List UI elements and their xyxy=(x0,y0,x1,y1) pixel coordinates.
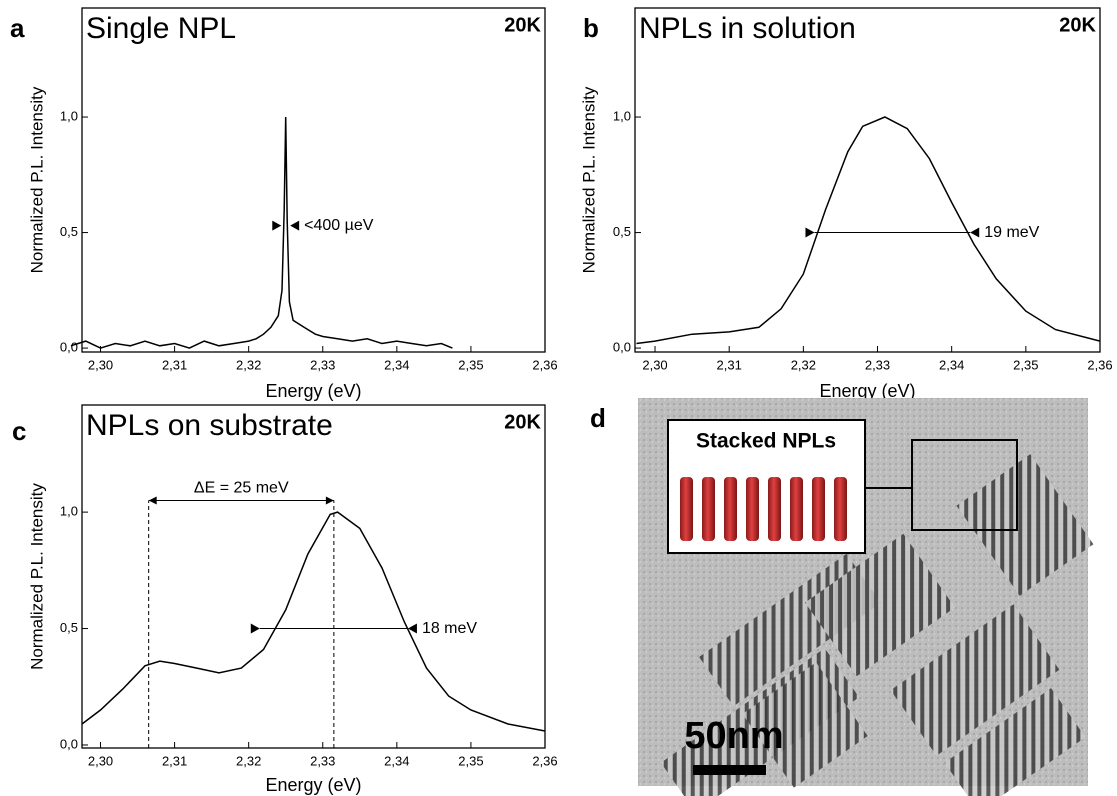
y-axis-label: Normalized P.L. Intensity xyxy=(579,86,598,273)
inset-title: Stacked NPLs xyxy=(696,430,836,453)
arrow-head xyxy=(290,220,300,231)
plot-frame xyxy=(634,7,1101,353)
spectrum-line xyxy=(81,511,546,732)
temperature-tag: 20K xyxy=(504,411,541,433)
x-tick-label: 2,30 xyxy=(88,753,113,768)
temperature-tag: 20K xyxy=(504,14,541,36)
platelet-rod xyxy=(834,477,847,541)
x-tick-label: 2,36 xyxy=(1087,357,1112,372)
stacked-platelets xyxy=(890,604,1060,756)
arrow-head xyxy=(407,623,417,634)
x-tick-label: 2,36 xyxy=(532,357,557,372)
panel-letter: a xyxy=(10,13,25,43)
y-tick-label: 0,0 xyxy=(613,340,631,355)
platelet-rod xyxy=(724,477,737,541)
x-tick-label: 2,33 xyxy=(310,753,335,768)
x-axis-label: Energy (eV) xyxy=(265,775,361,795)
stacked-platelets xyxy=(944,688,1086,796)
x-tick-label: 2,31 xyxy=(717,357,742,372)
panel-title: Single NPL xyxy=(86,12,236,45)
scale-bar xyxy=(693,765,766,775)
stacked-platelets xyxy=(805,533,955,677)
stacked-platelets xyxy=(956,454,1094,596)
panel-letter: b xyxy=(583,13,599,43)
micrograph: Stacked NPLs 50nm xyxy=(638,398,1094,796)
x-tick-label: 2,34 xyxy=(384,357,409,372)
y-axis-label: Normalized P.L. Intensity xyxy=(27,86,46,273)
y-tick-label: 0,5 xyxy=(613,224,631,239)
arrow-head xyxy=(250,623,260,634)
x-tick-label: 2,31 xyxy=(162,357,187,372)
x-axis-label: Energy (eV) xyxy=(265,381,361,401)
platelet-rod xyxy=(812,477,825,541)
x-tick-label: 2,32 xyxy=(791,357,816,372)
y-tick-label: 0,5 xyxy=(60,620,78,635)
spectrum-line xyxy=(70,116,453,349)
x-tick-label: 2,35 xyxy=(458,357,483,372)
y-axis-label: Normalized P.L. Intensity xyxy=(27,483,46,670)
x-tick-label: 2,30 xyxy=(88,357,113,372)
platelet-rod xyxy=(746,477,759,541)
arrow-head xyxy=(970,227,980,238)
temperature-tag: 20K xyxy=(1059,14,1096,36)
x-axis-label: Energy (eV) xyxy=(819,381,915,401)
x-tick-label: 2,33 xyxy=(310,357,335,372)
plot-frame xyxy=(81,404,546,749)
inset-box xyxy=(667,419,866,554)
y-tick-label: 1,0 xyxy=(60,108,78,123)
x-tick-label: 2,36 xyxy=(532,753,557,768)
panel-letter: c xyxy=(12,416,26,446)
x-tick-label: 2,30 xyxy=(642,357,667,372)
arrow-head xyxy=(272,220,282,231)
x-tick-label: 2,31 xyxy=(162,753,187,768)
x-tick-label: 2,34 xyxy=(939,357,964,372)
x-tick-label: 2,35 xyxy=(458,753,483,768)
arrow-head xyxy=(148,496,157,505)
annotation-label: 18 meV xyxy=(422,620,477,637)
y-tick-label: 0,0 xyxy=(60,736,78,751)
plot-frame xyxy=(81,7,546,353)
platelet-rod xyxy=(768,477,781,541)
y-tick-label: 0,0 xyxy=(60,340,78,355)
arrow-head xyxy=(325,496,334,505)
x-tick-label: 2,32 xyxy=(236,357,261,372)
panel-title: NPLs in solution xyxy=(639,12,856,45)
panel-letter: d xyxy=(590,403,606,433)
platelet-rod xyxy=(680,477,693,541)
x-tick-label: 2,33 xyxy=(865,357,890,372)
spectrum-line xyxy=(636,116,1101,345)
x-tick-label: 2,35 xyxy=(1013,357,1038,372)
annotation-label: 19 meV xyxy=(984,224,1039,241)
x-tick-label: 2,32 xyxy=(236,753,261,768)
platelet-rod xyxy=(790,477,803,541)
panel-title: NPLs on substrate xyxy=(86,409,333,442)
platelet-rod xyxy=(702,477,715,541)
annotation-label: <400 µeV xyxy=(304,217,374,234)
arrow-head xyxy=(805,227,815,238)
annotation-label: ΔE = 25 meV xyxy=(194,480,289,497)
scale-bar-label: 50nm xyxy=(684,715,783,757)
y-tick-label: 0,5 xyxy=(60,224,78,239)
y-tick-label: 1,0 xyxy=(60,504,78,519)
zoom-box xyxy=(911,439,1018,531)
stacked-platelets xyxy=(742,662,868,788)
x-tick-label: 2,34 xyxy=(384,753,409,768)
y-tick-label: 1,0 xyxy=(613,108,631,123)
